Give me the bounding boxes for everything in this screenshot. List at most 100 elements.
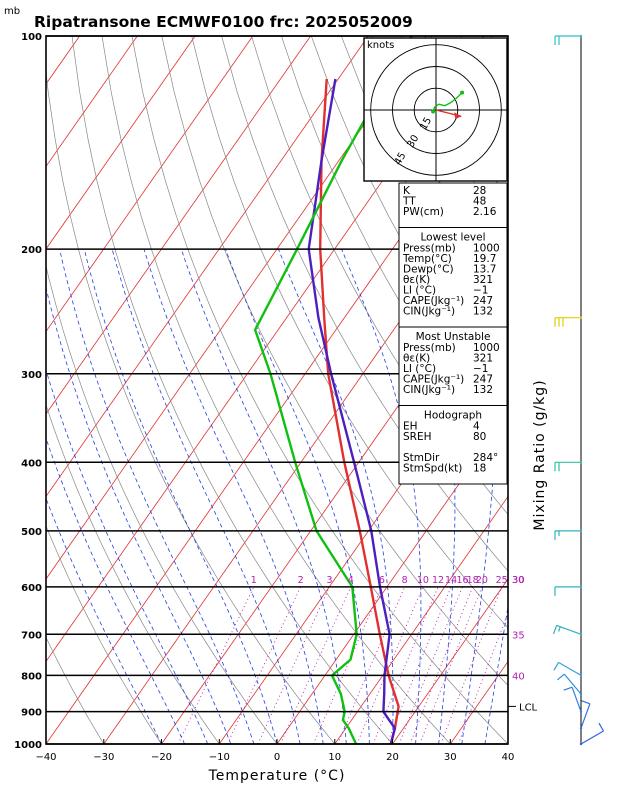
isotherm-line bbox=[334, 495, 508, 744]
lowest-level-row-label: Temp(°C) bbox=[402, 253, 452, 265]
moist-adiabat-line bbox=[46, 437, 185, 744]
hodograph-units-label: knots bbox=[367, 40, 394, 51]
wind-barb-dot bbox=[579, 710, 583, 713]
most-unstable-row-label: θε(K) bbox=[403, 353, 430, 365]
pressure-tick-label: 900 bbox=[21, 708, 42, 719]
mixing-ratio-line bbox=[457, 611, 508, 744]
mixing-ratio-line bbox=[372, 586, 439, 744]
moist-adiabat-line bbox=[225, 248, 370, 744]
lowest-level-row-value: 19.7 bbox=[473, 253, 496, 265]
moist-adiabat-line bbox=[83, 249, 278, 744]
wind-barb-dot bbox=[579, 34, 583, 38]
mixing-ratio-line bbox=[177, 586, 255, 744]
mixing-ratio-label: 16 bbox=[456, 575, 468, 586]
units-top-label: mb bbox=[4, 6, 20, 17]
dry-adiabat-line bbox=[251, 36, 508, 515]
wind-barb bbox=[554, 585, 583, 596]
isotherm-line bbox=[46, 36, 196, 250]
isotherm-line bbox=[276, 413, 508, 744]
pressure-tick-label: 1000 bbox=[14, 740, 42, 751]
index-top-row-value: 48 bbox=[473, 196, 486, 208]
dewpoint-curve bbox=[253, 36, 413, 744]
wind-barb-flag bbox=[552, 625, 558, 635]
mixing-ratio-line bbox=[257, 586, 330, 744]
temperature-tick-label: −30 bbox=[93, 752, 114, 763]
dry-adiabat-line bbox=[490, 36, 508, 69]
wind-barb-flag bbox=[563, 686, 573, 691]
pressure-tick-label: 700 bbox=[21, 630, 42, 641]
lowest-level-row-label: θε(K) bbox=[403, 274, 430, 286]
dry-adiabat-line bbox=[131, 36, 508, 744]
pressure-tick-label: 300 bbox=[21, 370, 42, 381]
most-unstable-row-value: 1000 bbox=[473, 342, 500, 354]
wind-barb-shaft bbox=[556, 624, 582, 635]
dry-adiabat-line bbox=[191, 36, 508, 629]
wind-barb bbox=[553, 661, 583, 677]
dry-adiabat-line bbox=[71, 36, 393, 744]
isotherm-line bbox=[46, 36, 311, 415]
index-top-row-label: K bbox=[403, 185, 411, 197]
wind-barb-shaft bbox=[563, 673, 582, 695]
dry-adiabat-line bbox=[101, 36, 451, 744]
moist-adiabat-line bbox=[46, 286, 232, 744]
isotherm-line bbox=[46, 36, 254, 333]
wind-barb bbox=[557, 673, 583, 696]
lowest-level-row-value: 321 bbox=[473, 274, 493, 286]
temperature-tick-label: 20 bbox=[386, 752, 399, 763]
wind-barb-flag bbox=[581, 700, 591, 705]
wind-barb-dot bbox=[579, 633, 583, 636]
most-unstable-row-label: LI (°C) bbox=[403, 363, 436, 375]
mixing-ratio-label: 20 bbox=[476, 575, 488, 586]
temperature-tick-label: −20 bbox=[151, 752, 172, 763]
moist-adiabat-line bbox=[143, 248, 324, 744]
temperature-tick-label: 40 bbox=[502, 752, 515, 763]
hodograph-index-box bbox=[398, 405, 508, 485]
dry-adiabat-line bbox=[611, 36, 618, 744]
dry-adiabat-line bbox=[581, 36, 618, 744]
dry-adiabat-line bbox=[221, 36, 508, 572]
hodograph-ring bbox=[392, 66, 480, 154]
storm-motion-arrowhead bbox=[454, 112, 462, 120]
mixing-ratio-line bbox=[280, 586, 352, 744]
isotherm-line bbox=[46, 36, 138, 168]
lowest-level-row-label: CIN(Jkg⁻¹) bbox=[403, 306, 455, 318]
dry-adiabat-line bbox=[46, 403, 220, 744]
most-unstable-row-value: 321 bbox=[473, 353, 493, 365]
most-unstable-row-label: CIN(Jkg⁻¹) bbox=[403, 384, 455, 396]
lowest-level-row-label: Press(mb) bbox=[403, 243, 456, 255]
lowest-level-row-label: Dewp(°C) bbox=[403, 264, 454, 276]
mixing-ratio-line bbox=[337, 586, 406, 744]
index-top-row-label: TT bbox=[402, 196, 416, 208]
wind-barb bbox=[554, 461, 583, 472]
wind-barb-dot bbox=[579, 461, 583, 464]
pressure-tick-label: 200 bbox=[21, 245, 42, 256]
wind-barb bbox=[563, 686, 583, 713]
hodograph-index-row-label: StmDir bbox=[403, 452, 440, 464]
wind-barb bbox=[554, 34, 583, 45]
wind-barb-flag bbox=[558, 626, 561, 632]
wind-barb bbox=[554, 529, 583, 540]
wind-barb-shaft bbox=[571, 686, 582, 712]
index-top-row-label: PW(cm) bbox=[403, 206, 444, 218]
mixing-ratio-line bbox=[313, 586, 383, 744]
hodograph-ring bbox=[370, 44, 502, 176]
most-unstable-row-value: 132 bbox=[473, 384, 493, 396]
index-top-row-value: 28 bbox=[473, 185, 486, 197]
most-unstable-heading: Most Unstable bbox=[416, 331, 491, 343]
lowest-level-row-value: 132 bbox=[473, 306, 493, 318]
isotherm-line bbox=[392, 578, 508, 744]
mixing-ratio-label: 14 bbox=[445, 575, 457, 586]
hodograph-ring-label: 45 bbox=[393, 151, 409, 168]
lowest-level-heading: Lowest level bbox=[420, 232, 485, 244]
lcl-label: LCL bbox=[519, 702, 538, 713]
chart-title: Ripatransone ECMWF0100 frc: 2025052009 bbox=[34, 13, 413, 31]
temperature-tick-label: −40 bbox=[35, 752, 56, 763]
mixing-ratio-line bbox=[226, 586, 302, 744]
wind-barb bbox=[554, 316, 583, 327]
hodograph-index-row-value: 284° bbox=[473, 452, 498, 464]
temperature-tick-label: 30 bbox=[444, 752, 457, 763]
x-axis-label: Temperature (°C) bbox=[208, 768, 346, 784]
dry-adiabat-line bbox=[46, 636, 105, 744]
wind-barb-dot bbox=[579, 529, 583, 533]
hodograph-ring bbox=[413, 87, 459, 133]
